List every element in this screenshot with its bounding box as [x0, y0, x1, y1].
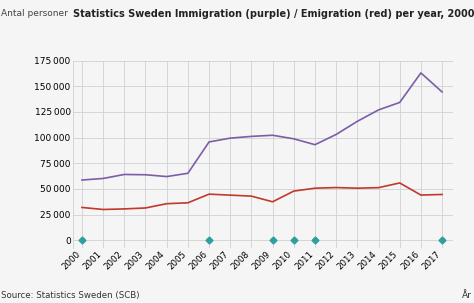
Text: Source: Statistics Sweden (SCB): Source: Statistics Sweden (SCB)	[1, 291, 139, 300]
Text: Antal personer: Antal personer	[1, 9, 68, 18]
Text: Statistics Sweden Immigration (purple) / Emigration (red) per year, 2000-2017: Statistics Sweden Immigration (purple) /…	[73, 9, 474, 19]
Text: År: År	[462, 291, 472, 300]
